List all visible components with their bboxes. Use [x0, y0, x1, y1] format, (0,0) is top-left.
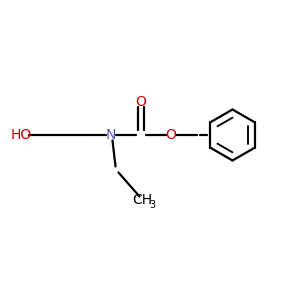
- Text: HO: HO: [11, 128, 32, 142]
- Text: 3: 3: [149, 200, 155, 210]
- Text: O: O: [136, 95, 146, 109]
- Text: CH: CH: [132, 193, 153, 206]
- Text: N: N: [106, 128, 116, 142]
- Text: O: O: [166, 128, 176, 142]
